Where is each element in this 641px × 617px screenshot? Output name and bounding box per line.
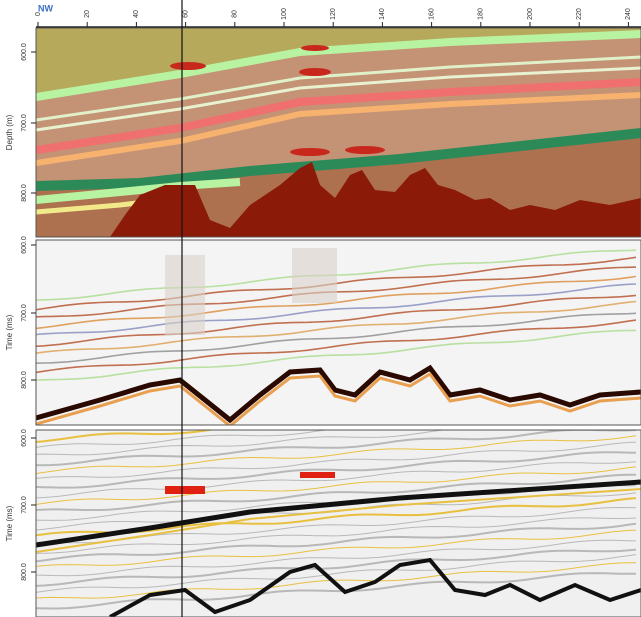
y-tick-label: 600.0: [21, 236, 28, 254]
top-tick-label: 240: [625, 8, 632, 20]
top-tick-label: 220: [576, 8, 583, 20]
y-tick-label: 600.0: [21, 429, 28, 447]
top-tick-label: 120: [330, 8, 337, 20]
top-tick-label: 100: [281, 8, 288, 20]
seismic-time: [36, 240, 641, 426]
top-tick-label: 60: [182, 10, 189, 18]
axis-label: Time (ms): [5, 314, 14, 350]
seismic-raw: [36, 405, 641, 617]
figure: NW 0: [0, 0, 641, 617]
y-tick-label: 600.0: [21, 43, 28, 61]
y-tick-label: 800.0: [21, 563, 28, 581]
direction-label: NW: [38, 3, 53, 13]
y-tick-label: 800.0: [21, 184, 28, 202]
y-tick-label: 800.0: [21, 371, 28, 389]
top-tick-label: 0: [35, 12, 42, 16]
axis-label: Depth (m): [5, 114, 14, 150]
axis-label: Time (ms): [5, 505, 14, 541]
top-tick-label: 40: [133, 10, 140, 18]
top-tick-label: 80: [232, 10, 239, 18]
page: NW 0: [0, 0, 641, 617]
depth-model: [36, 28, 641, 237]
y-tick-label: 700.0: [21, 304, 28, 322]
top-tick-label: 200: [527, 8, 534, 20]
top-tick-label: 20: [84, 10, 91, 18]
y-tick-label: 700.0: [21, 496, 28, 514]
y-tick-label: 700.0: [21, 114, 28, 132]
top-tick-label: 180: [478, 8, 485, 20]
top-tick-label: 140: [379, 8, 386, 20]
top-tick-label: 160: [428, 8, 435, 20]
